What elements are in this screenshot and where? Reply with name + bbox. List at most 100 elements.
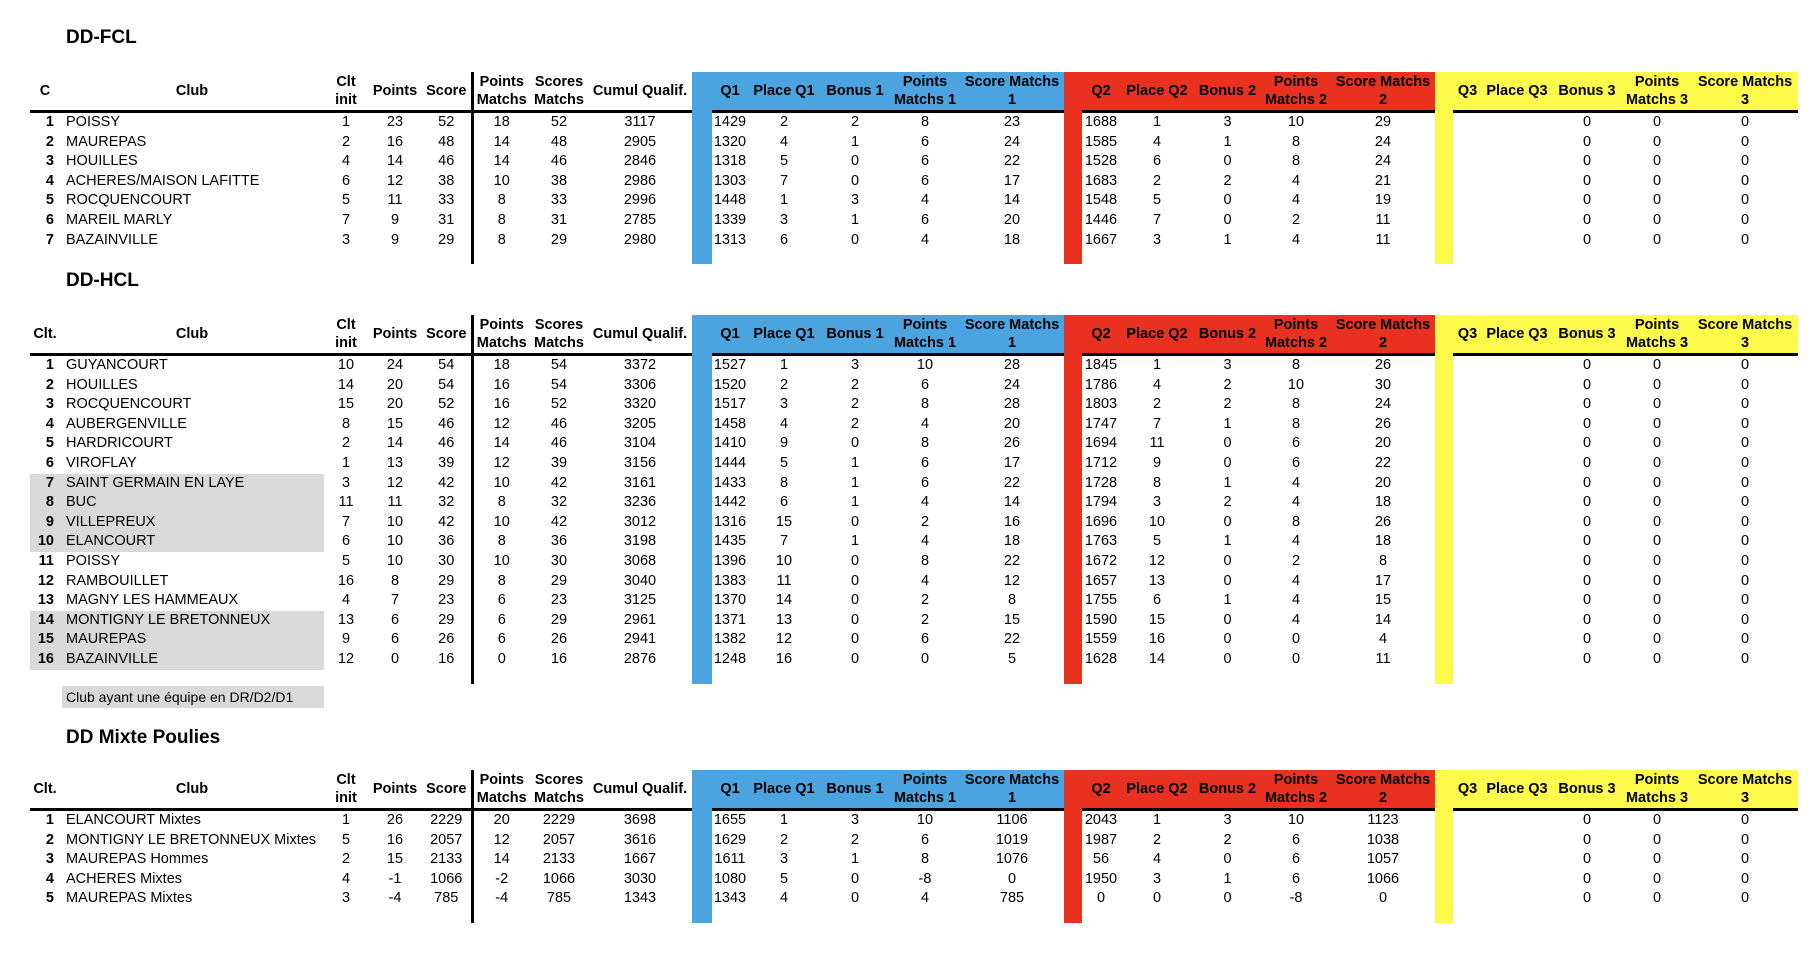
color-bar xyxy=(1435,869,1453,890)
table: C Club Clt init Points Score Points Matchs Sco… xyxy=(30,72,1798,265)
color-bar xyxy=(692,414,712,435)
cell: 29 xyxy=(438,231,455,248)
cell: 0 xyxy=(1223,552,1232,569)
cell: 3117 xyxy=(624,114,656,130)
cell: 7 xyxy=(390,592,400,609)
column-header: Clt init xyxy=(324,770,368,811)
cell: 12 xyxy=(470,830,530,851)
cell: 1845 xyxy=(1084,357,1118,373)
cell: 0 xyxy=(390,650,400,667)
cell: 6 xyxy=(1291,870,1301,887)
cell: 13 xyxy=(775,611,793,628)
cell: 4 xyxy=(920,494,930,511)
column-header: Points Matchs 1 xyxy=(890,770,960,811)
cell: 2 xyxy=(1223,494,1232,511)
color-bar xyxy=(692,191,712,211)
cell: 0 xyxy=(1652,172,1662,189)
cell: 4 xyxy=(45,870,54,887)
color-bar xyxy=(1435,889,1453,909)
cell: 11 xyxy=(387,192,403,209)
cell: 46 xyxy=(438,415,455,432)
color-bar xyxy=(1064,551,1082,572)
cell: 48 xyxy=(550,133,568,150)
column-header: Bonus 2 xyxy=(1194,770,1261,811)
cell: 5 xyxy=(1152,192,1162,209)
cell: 17 xyxy=(1003,172,1021,189)
cell: 8 xyxy=(920,851,930,868)
color-bar xyxy=(1064,591,1082,611)
color-bar xyxy=(692,770,712,810)
cell: 36 xyxy=(550,533,568,550)
table-row: 5 ROCQUENCOURT 5 11 33 8 33 2996 1448 1 3 4 14 1548 5 0… xyxy=(30,191,1798,211)
cell: 33 xyxy=(438,192,455,209)
color-bar xyxy=(1435,191,1453,211)
cell: 6 xyxy=(920,474,930,491)
spacer-cell xyxy=(422,670,472,684)
spacer-cell xyxy=(368,909,422,923)
table-row: 1 ELANCOURT Mixtes 1 26 2229 20 2229 3698 1655 1 3… xyxy=(30,809,1798,831)
cell: 1 xyxy=(779,812,789,828)
cell: 0 xyxy=(1582,494,1592,511)
cell: 0 xyxy=(1096,890,1106,907)
cell: 2 xyxy=(1223,396,1232,413)
cell xyxy=(1453,434,1482,454)
cell: 8 xyxy=(920,435,930,452)
spacer-cell xyxy=(712,670,748,684)
cell: 0 xyxy=(1740,153,1750,170)
cell: 1382 xyxy=(713,631,747,648)
cell: 1 xyxy=(341,812,351,828)
table: Clt. Club Clt init Points Score Points Matchs… xyxy=(30,770,1798,923)
cell xyxy=(1482,415,1552,435)
color-bar xyxy=(692,395,712,415)
cell: 5 xyxy=(341,192,351,209)
spacer-cell xyxy=(1482,250,1552,264)
cell: 11 xyxy=(1375,650,1391,667)
cell: 8 xyxy=(1378,552,1388,569)
cell: 8 xyxy=(1291,415,1301,432)
column-header: Score Matchs 2 xyxy=(1331,72,1435,113)
cell: 1343 xyxy=(713,890,747,907)
cell: 6 xyxy=(341,533,351,550)
cell: 1 xyxy=(850,454,860,471)
cell: 14 xyxy=(470,850,530,870)
color-bar xyxy=(1064,532,1082,552)
cell: 6 xyxy=(470,630,530,650)
cell: 13 xyxy=(337,611,355,628)
cell: 0 xyxy=(850,631,860,648)
cell: 1435 xyxy=(713,533,747,550)
cell: 8 xyxy=(1291,133,1301,150)
cell: 1429 xyxy=(713,114,747,130)
cell: 0 xyxy=(1652,396,1662,413)
cell: 0 xyxy=(1582,890,1592,907)
color-bar xyxy=(1435,591,1453,611)
cell: 12 xyxy=(470,414,530,435)
cell: 1339 xyxy=(713,211,747,228)
column-header: Scores Matchs xyxy=(530,770,588,811)
cell: 6 xyxy=(1152,592,1162,609)
color-bar xyxy=(1435,230,1453,251)
column-header: Score xyxy=(422,770,472,811)
cell: 42 xyxy=(550,474,568,491)
cell: 6 xyxy=(470,591,530,611)
cell: 12 xyxy=(386,474,404,491)
cell: 7 xyxy=(779,172,789,189)
cell: 24 xyxy=(1374,396,1392,413)
column-header: Points xyxy=(368,72,422,113)
table-row: 2 HOUILLES 14 20 54 16 54 3306 1520 2 2 6 24 1786 4 2 10… xyxy=(30,375,1798,396)
cell: 1 xyxy=(1223,133,1232,150)
column-header: Q3 xyxy=(1453,770,1482,811)
cell: 4 xyxy=(1152,851,1162,868)
cell: 3125 xyxy=(623,592,657,609)
cell xyxy=(1482,650,1552,670)
cell: 0 xyxy=(1740,415,1750,432)
cell: 6 xyxy=(920,133,930,150)
cell: 4 xyxy=(1291,231,1301,248)
cell: 2229 xyxy=(430,812,463,828)
cell: 2057 xyxy=(430,831,463,848)
cell: 0 xyxy=(1652,454,1662,471)
column-header: Club xyxy=(60,770,324,811)
cell: 52 xyxy=(550,114,568,130)
cell: 0 xyxy=(1652,533,1662,550)
cell: 6 xyxy=(779,231,789,248)
cell: 3698 xyxy=(623,812,657,828)
